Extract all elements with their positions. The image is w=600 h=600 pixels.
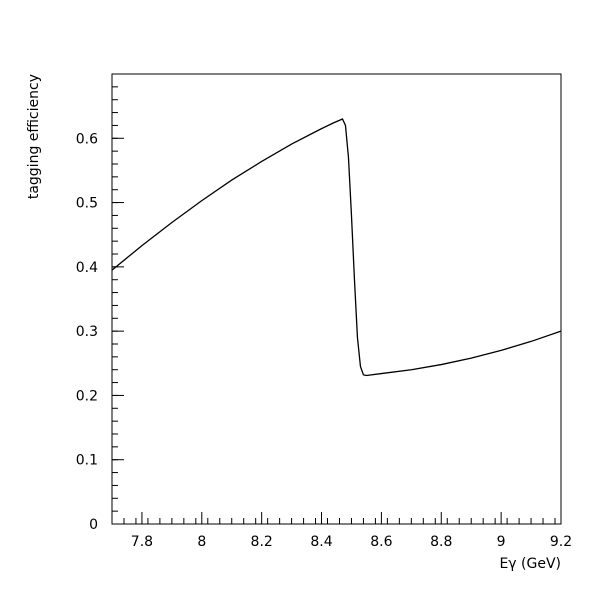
x-axis-ticks: 7.8 8 8.2 8.4 8.6 8.8 9 9.2 (131, 512, 572, 550)
x-tick-label: 9.2 (550, 534, 572, 550)
y-tick-label: 0.1 (76, 453, 98, 469)
x-tick-label: 8.6 (370, 534, 392, 550)
plot-frame (111, 73, 562, 525)
x-tick-label: 9 (497, 534, 506, 550)
x-tick-label: 8.4 (310, 534, 332, 550)
x-axis-label: Eγ (GeV) (499, 556, 561, 572)
y-tick-label: 0.4 (76, 260, 98, 276)
y-tick-label: 0.6 (76, 131, 98, 147)
y-axis-minor-ticks (112, 73, 118, 525)
x-tick-label: 8 (197, 534, 206, 550)
y-tick-label: 0.5 (76, 196, 98, 212)
x-axis-minor-ticks (111, 518, 556, 524)
x-tick-label: 7.8 (131, 534, 153, 550)
y-tick-label: 0 (89, 517, 98, 533)
series-line (111, 118, 562, 377)
x-tick-label: 8.8 (430, 534, 452, 550)
x-tick-label: 8.2 (251, 534, 273, 550)
y-tick-label: 0.3 (76, 324, 98, 340)
y-axis-label: tagging efficiency (26, 74, 42, 199)
y-tick-label: 0.2 (76, 388, 98, 404)
